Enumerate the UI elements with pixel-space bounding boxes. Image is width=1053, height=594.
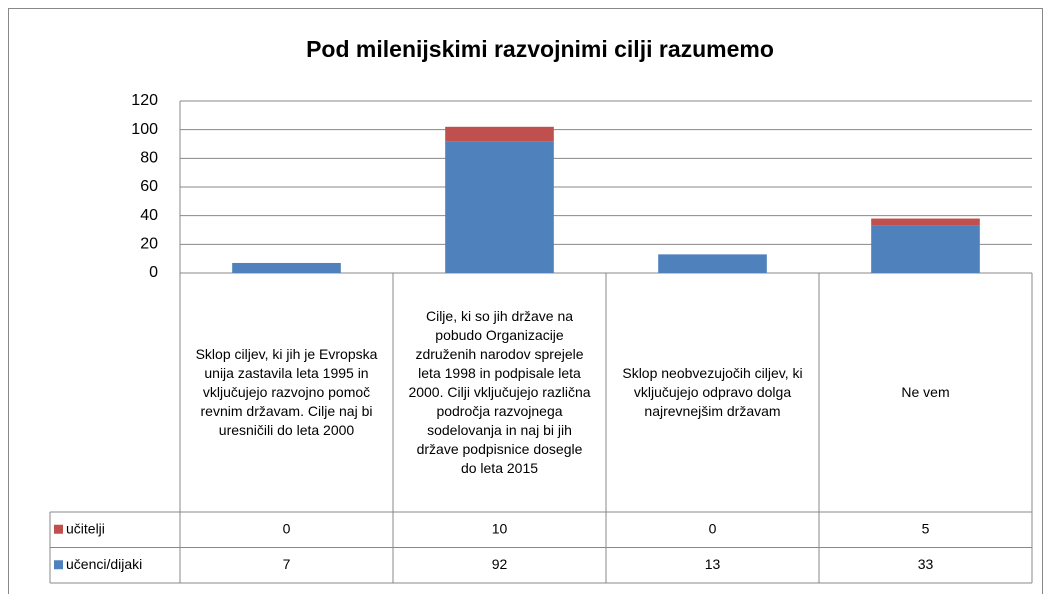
- table-value: 10: [492, 520, 508, 536]
- y-tick-label: 80: [140, 150, 158, 167]
- bar-segment: [445, 141, 554, 273]
- bar-segment: [445, 126, 554, 142]
- table-value: 0: [709, 520, 717, 536]
- table-value: 0: [283, 520, 291, 536]
- y-tick-label: 0: [149, 264, 158, 281]
- bar-segment: [871, 225, 980, 273]
- y-tick-label: 20: [140, 236, 158, 253]
- y-tick-label: 60: [140, 178, 158, 195]
- table-value: 33: [918, 556, 934, 572]
- chart-title: Pod milenijskimi razvojnimi cilji razume…: [306, 36, 774, 62]
- y-tick-label: 100: [131, 121, 158, 138]
- table-value: 13: [705, 556, 721, 572]
- legend-key: [54, 524, 63, 534]
- legend-label: učitelji: [66, 520, 105, 536]
- table-value: 5: [922, 520, 930, 536]
- x-tick-label: Ne vem: [901, 384, 950, 400]
- y-tick-label: 40: [140, 207, 158, 224]
- legend-label: učenci/dijaki: [66, 556, 142, 572]
- bar-segment: [658, 254, 767, 273]
- x-tick-label: Cilje, ki so jih države na pobudo Organi…: [408, 308, 591, 476]
- table-value: 7: [283, 556, 291, 572]
- chart-border: [8, 8, 1043, 594]
- bar-segment: [232, 262, 341, 273]
- x-tick-label: Sklop ciljev, ki jih je Evropska unija z…: [195, 346, 378, 438]
- x-tick-label: Sklop neobvezujočih ciljev, ki vključuje…: [622, 365, 803, 419]
- table-value: 92: [492, 556, 508, 572]
- y-tick-label: 120: [131, 92, 158, 109]
- bar-segment: [871, 218, 980, 226]
- legend-key: [54, 560, 63, 570]
